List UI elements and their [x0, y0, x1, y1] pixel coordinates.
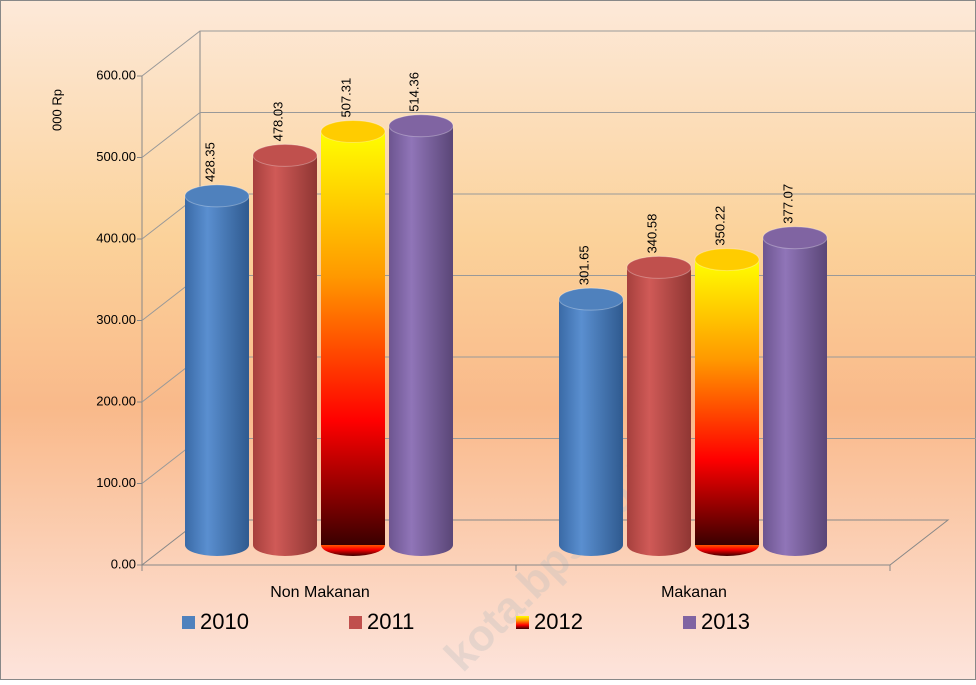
bar — [184, 184, 250, 556]
y-tick-label: 600.00 — [96, 67, 136, 82]
bar — [626, 255, 692, 556]
y-tick-label: 100.00 — [96, 475, 136, 490]
y-tick-label: 500.00 — [96, 149, 136, 164]
value-label: 377.07 — [780, 184, 795, 224]
legend-swatch — [516, 616, 529, 629]
grid-line — [141, 112, 976, 158]
bar — [558, 287, 624, 556]
bar — [320, 120, 386, 556]
legend-label: 2010 — [200, 609, 249, 634]
y-axis-label: 000 Rp — [49, 89, 64, 131]
legend-label: 2011 — [367, 609, 414, 634]
x-tick-label: Non Makanan — [270, 584, 370, 601]
bar — [252, 143, 318, 556]
floor — [140, 519, 950, 566]
value-label: 478.03 — [270, 102, 285, 142]
bar — [388, 114, 454, 556]
value-label: 350.22 — [712, 206, 727, 246]
bar — [694, 248, 760, 556]
y-tick-label: 200.00 — [96, 393, 136, 408]
value-label: 301.65 — [576, 245, 591, 285]
x-tick-label: Makanan — [661, 584, 727, 601]
legend-swatch — [182, 616, 195, 629]
legend-label: 2013 — [701, 609, 750, 634]
value-label: 340.58 — [644, 214, 659, 254]
value-label: 507.31 — [338, 78, 353, 118]
bar — [762, 226, 828, 556]
y-tick-label: 0.00 — [111, 556, 136, 571]
legend-label: 2012 — [534, 609, 583, 634]
legend-swatch — [349, 616, 362, 629]
value-label: 428.35 — [202, 142, 217, 182]
legend-swatch — [683, 616, 696, 629]
y-tick-label: 400.00 — [96, 230, 136, 245]
value-label: 514.36 — [406, 72, 421, 112]
y-tick-label: 300.00 — [96, 312, 136, 327]
grid-line — [141, 30, 976, 77]
